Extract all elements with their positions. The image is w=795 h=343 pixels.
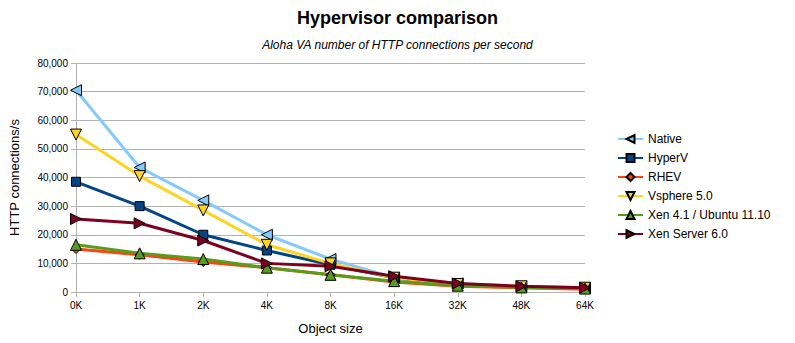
- svg-text:Xen Server 6.0: Xen Server 6.0: [648, 227, 728, 241]
- svg-text:2K: 2K: [197, 300, 210, 311]
- svg-text:50,000: 50,000: [37, 143, 68, 154]
- svg-text:Object size: Object size: [298, 321, 362, 336]
- svg-text:30,000: 30,000: [37, 201, 68, 212]
- svg-text:HyperV: HyperV: [648, 151, 688, 165]
- svg-text:10,000: 10,000: [37, 258, 68, 269]
- svg-text:80,000: 80,000: [37, 58, 68, 69]
- svg-text:RHEV: RHEV: [648, 170, 681, 184]
- svg-text:Xen 4.1 / Ubuntu 11.10: Xen 4.1 / Ubuntu 11.10: [648, 208, 771, 222]
- svg-text:1K: 1K: [134, 300, 147, 311]
- svg-text:HTTP connections/s: HTTP connections/s: [7, 119, 22, 236]
- svg-text:Aloha VA number of HTTP connec: Aloha VA number of HTTP connections per …: [261, 38, 533, 52]
- svg-text:16K: 16K: [385, 300, 403, 311]
- svg-text:8K: 8K: [324, 300, 337, 311]
- svg-text:64K: 64K: [576, 300, 594, 311]
- svg-text:20,000: 20,000: [37, 229, 68, 240]
- svg-text:32K: 32K: [449, 300, 467, 311]
- svg-text:Vsphere 5.0: Vsphere 5.0: [648, 189, 713, 203]
- svg-text:70,000: 70,000: [37, 86, 68, 97]
- svg-text:0K: 0K: [70, 300, 83, 311]
- svg-text:4K: 4K: [261, 300, 274, 311]
- svg-text:Native: Native: [648, 132, 682, 146]
- svg-text:60,000: 60,000: [37, 115, 68, 126]
- svg-text:40,000: 40,000: [37, 172, 68, 183]
- svg-text:0: 0: [62, 287, 68, 298]
- svg-text:Hypervisor comparison: Hypervisor comparison: [297, 8, 498, 28]
- svg-text:48K: 48K: [512, 300, 530, 311]
